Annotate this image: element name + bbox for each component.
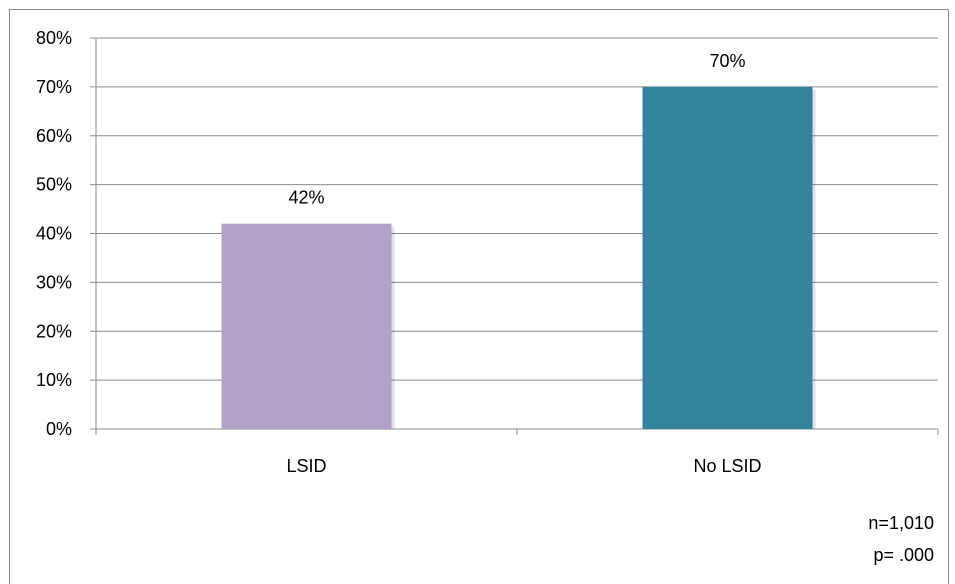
y-tick-label: 0% <box>46 419 72 439</box>
y-tick-label: 30% <box>36 272 72 292</box>
bar-no-lsid <box>642 86 813 429</box>
sample-size-note: n=1,010 <box>868 513 934 533</box>
y-tick-label: 40% <box>36 224 72 244</box>
data-label: 42% <box>288 188 324 208</box>
x-category-label: No LSID <box>693 456 761 476</box>
y-tick-label: 20% <box>36 321 72 341</box>
chart-frame <box>9 9 949 584</box>
data-label: 70% <box>709 51 745 71</box>
y-tick-label: 50% <box>36 175 72 195</box>
y-tick-label: 60% <box>36 126 72 146</box>
x-category-label: LSID <box>286 456 326 476</box>
bar-lsid <box>221 223 392 429</box>
p-value-note: p= .000 <box>873 545 934 565</box>
y-tick-label: 80% <box>36 28 72 48</box>
y-tick-label: 10% <box>36 370 72 390</box>
y-tick-label: 70% <box>36 77 72 97</box>
